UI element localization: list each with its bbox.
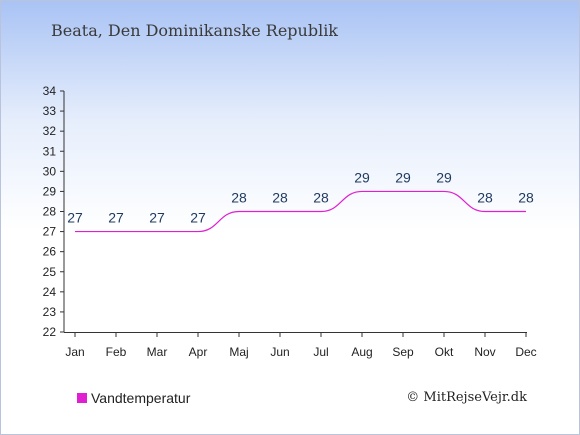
credit-text: © MitRejseVejr.dk [406, 390, 527, 405]
data-label: 27 [108, 210, 124, 226]
data-label: 29 [354, 169, 370, 185]
series-line-vandtemperatur [74, 190, 526, 233]
y-tick-label: 34 [43, 84, 57, 98]
data-label: 28 [518, 190, 534, 206]
data-label: 28 [231, 190, 247, 206]
data-label: 27 [149, 210, 165, 226]
x-tick-label: Dec [515, 345, 536, 359]
x-tick-label: Sep [392, 345, 414, 359]
y-tick-label: 30 [43, 164, 57, 178]
data-label: 28 [313, 190, 329, 206]
data-label: 27 [190, 210, 206, 226]
x-tick-label: Aug [351, 345, 372, 359]
data-label: 27 [67, 210, 83, 226]
x-tick-label: Feb [106, 345, 127, 359]
data-label: 29 [395, 169, 411, 185]
data-label: 28 [272, 190, 288, 206]
y-tick-label: 22 [43, 325, 57, 339]
x-tick-label: Nov [474, 345, 495, 359]
x-tick-label: Jan [65, 345, 84, 359]
y-tick-label: 31 [43, 144, 57, 158]
y-tick-label: 33 [43, 104, 57, 118]
y-tick-label: 27 [43, 225, 57, 239]
y-tick-label: 28 [43, 205, 57, 219]
legend-label: Vandtemperatur [91, 390, 191, 406]
x-tick-label: Mar [147, 345, 168, 359]
x-tick-label: Jun [270, 345, 289, 359]
data-label: 29 [436, 169, 452, 185]
legend: Vandtemperatur [77, 390, 190, 406]
y-tick-label: 23 [43, 305, 57, 319]
y-tick-label: 32 [43, 124, 57, 138]
y-tick-label: 24 [43, 285, 57, 299]
y-tick-label: 26 [43, 245, 57, 259]
x-tick-label: Apr [189, 345, 208, 359]
x-tick-label: Okt [435, 345, 454, 359]
chart-title: Beata, Den Dominikanske Republik [51, 21, 338, 40]
x-tick-label: Jul [313, 345, 328, 359]
y-tick-label: 29 [43, 184, 57, 198]
data-label: 28 [477, 190, 493, 206]
y-tick-label: 25 [43, 265, 57, 279]
x-tick-label: Maj [229, 345, 248, 359]
legend-swatch [77, 393, 87, 403]
